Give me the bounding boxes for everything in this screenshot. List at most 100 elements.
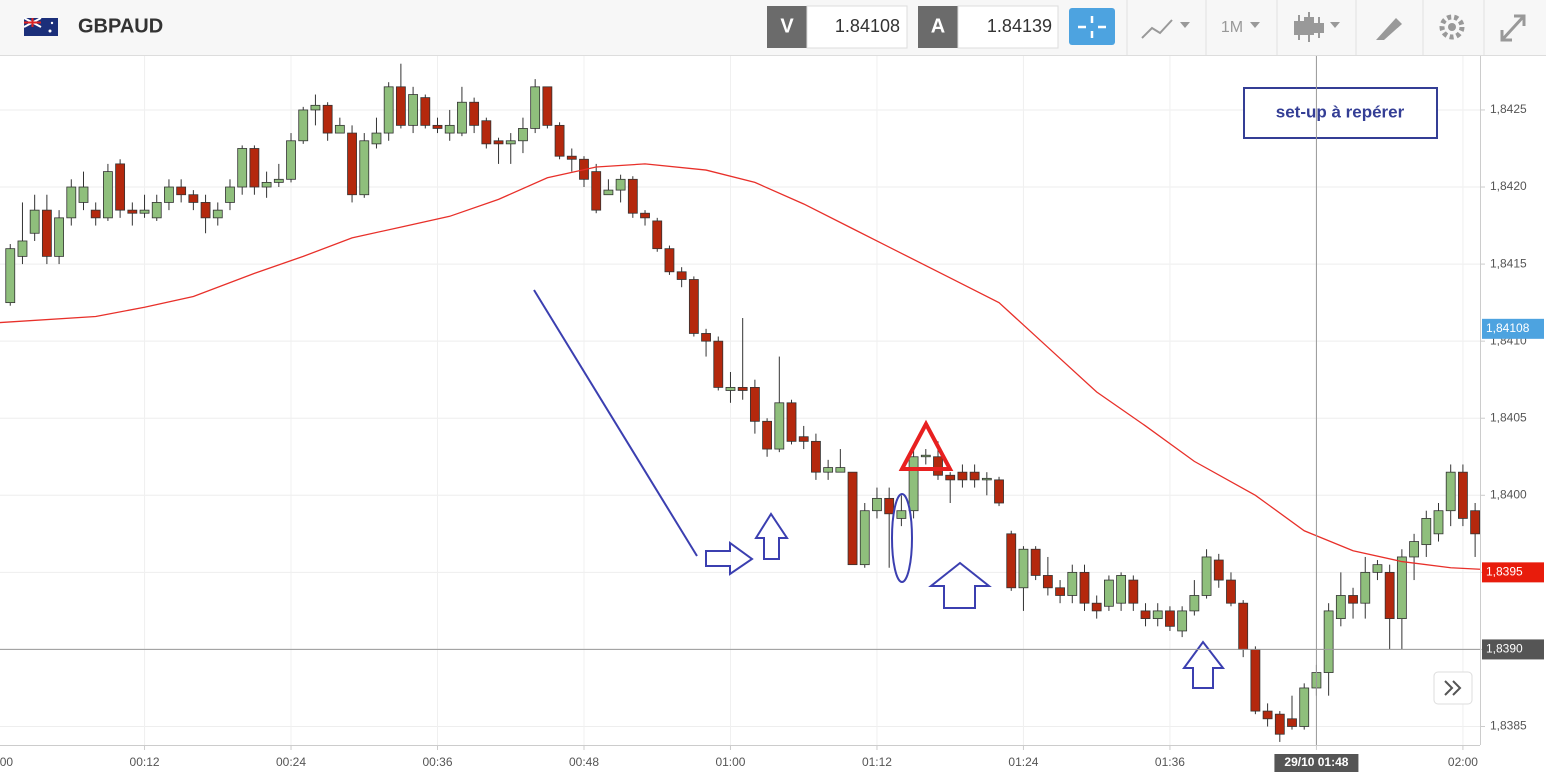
candle-body bbox=[493, 140, 504, 145]
crosshair-y-label: 1,8390 bbox=[1486, 642, 1523, 656]
candle-body bbox=[225, 186, 235, 203]
candle-body bbox=[823, 467, 834, 473]
candle-body bbox=[981, 477, 992, 481]
candle-body bbox=[1006, 533, 1017, 589]
candle-body bbox=[1177, 610, 1188, 632]
candle-body bbox=[505, 140, 516, 145]
candle-body bbox=[945, 474, 956, 481]
candle-body bbox=[1238, 602, 1249, 650]
candle-body bbox=[835, 467, 846, 473]
candle-body bbox=[395, 86, 406, 126]
candle-body bbox=[1470, 510, 1481, 535]
candle-body bbox=[725, 386, 736, 391]
x-tick-label: 02:00 bbox=[1448, 755, 1478, 769]
candle-body bbox=[933, 456, 943, 476]
candle-body bbox=[1213, 559, 1224, 581]
scroll-icon bbox=[1444, 680, 1462, 696]
candle-body bbox=[115, 163, 126, 211]
candle-body bbox=[188, 194, 199, 203]
candle-body bbox=[1055, 587, 1065, 596]
chart-type-icon[interactable] bbox=[1141, 19, 1190, 39]
candle-body bbox=[627, 178, 638, 214]
candle-body bbox=[676, 271, 687, 280]
ask-button[interactable] bbox=[918, 6, 958, 48]
candle-body bbox=[688, 279, 699, 334]
x-tick-label: 00:48 bbox=[569, 755, 599, 769]
fullscreen-icon[interactable] bbox=[1500, 14, 1526, 42]
candle-body bbox=[664, 248, 675, 273]
y-tick-label: 1,8405 bbox=[1490, 410, 1527, 424]
candle-body bbox=[1128, 579, 1139, 604]
candle-body bbox=[322, 104, 333, 134]
candle-body bbox=[41, 209, 52, 257]
candle-body bbox=[1287, 718, 1297, 727]
candle-body bbox=[603, 189, 614, 196]
candle-body bbox=[737, 386, 748, 391]
candle-body bbox=[1067, 571, 1078, 596]
candle-body bbox=[1079, 571, 1090, 604]
candle-body bbox=[554, 124, 565, 157]
candle-body bbox=[859, 510, 870, 566]
ask-box bbox=[957, 5, 1059, 49]
candle-body bbox=[1299, 687, 1310, 727]
candle-body bbox=[273, 178, 284, 183]
candle-body bbox=[518, 128, 528, 142]
candle-body bbox=[920, 454, 931, 458]
last-price-box bbox=[1482, 318, 1544, 339]
bid-label: V bbox=[780, 15, 794, 37]
settings-icon-center bbox=[1448, 23, 1456, 31]
candle-body bbox=[652, 220, 663, 250]
candle-body bbox=[127, 209, 138, 214]
candle-body bbox=[1445, 471, 1456, 512]
candle-body bbox=[591, 171, 602, 211]
candle-body bbox=[1250, 649, 1261, 712]
candle-body bbox=[957, 471, 968, 481]
candle-body bbox=[176, 186, 187, 196]
candle-body bbox=[408, 94, 418, 126]
crosshair-x-box bbox=[1274, 754, 1359, 772]
candle-body bbox=[54, 217, 64, 257]
separators bbox=[1126, 0, 1485, 55]
candle-body bbox=[103, 171, 113, 219]
candle-icon[interactable] bbox=[1294, 12, 1340, 42]
candle-body bbox=[872, 497, 882, 512]
candle-body bbox=[249, 148, 260, 188]
x-tick-label: 01:36 bbox=[1155, 755, 1185, 769]
y-tick-label: 1,8385 bbox=[1490, 719, 1527, 733]
candle-body bbox=[334, 124, 345, 134]
candle-body bbox=[151, 202, 162, 219]
candle-body bbox=[1409, 541, 1419, 558]
candle-body bbox=[1433, 510, 1444, 535]
candle-body bbox=[90, 209, 101, 219]
candle-body bbox=[701, 333, 711, 342]
candle-body bbox=[1042, 575, 1053, 589]
candle-body bbox=[1018, 548, 1029, 589]
candle-body bbox=[29, 209, 40, 234]
candle-body bbox=[359, 140, 370, 196]
ask-label: A bbox=[931, 15, 945, 37]
settings-icon[interactable] bbox=[1439, 14, 1465, 40]
candle-body bbox=[261, 181, 272, 188]
candle-body bbox=[1152, 610, 1163, 620]
candle-body bbox=[749, 386, 760, 422]
crosshair-button[interactable] bbox=[1069, 8, 1115, 45]
flag bbox=[23, 17, 58, 36]
candle-body bbox=[420, 97, 431, 126]
candle-body bbox=[566, 155, 577, 160]
candle-body bbox=[1360, 571, 1371, 604]
crosshair-icon bbox=[1078, 16, 1106, 38]
candle-body bbox=[1201, 556, 1212, 596]
annotation-box bbox=[1243, 87, 1438, 139]
bid-button[interactable] bbox=[767, 6, 807, 48]
x-tick-label: 00:36 bbox=[422, 755, 452, 769]
candle-body bbox=[1262, 710, 1273, 720]
y-tick-label: 1,8425 bbox=[1490, 102, 1527, 116]
candle-body bbox=[908, 456, 919, 512]
candle-body bbox=[530, 86, 541, 129]
y-tick-label: 1,8400 bbox=[1490, 487, 1527, 501]
candle-body bbox=[1384, 571, 1395, 620]
draw-icon[interactable] bbox=[1376, 18, 1402, 40]
timeframe[interactable]: 1M bbox=[1221, 19, 1243, 36]
candle-body bbox=[798, 436, 809, 442]
